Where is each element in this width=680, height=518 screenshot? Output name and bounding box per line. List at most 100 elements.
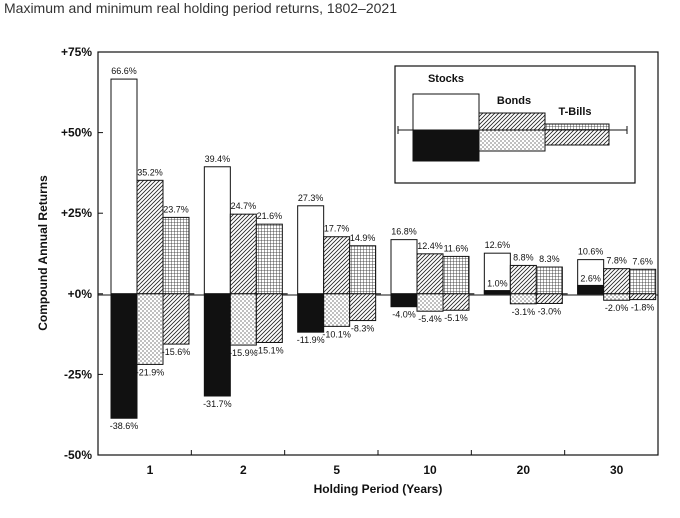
- data-label-tbills-min: -1.8%: [631, 303, 655, 313]
- legend-stocks-max-swatch: [412, 93, 480, 131]
- data-label-tbills-min: -3.0%: [538, 306, 562, 316]
- bar-stocks-min: [390, 293, 418, 308]
- bar-bonds-min: [509, 293, 537, 305]
- bar-tbills-min: [535, 293, 563, 304]
- x-axis-label: Holding Period (Years): [314, 482, 443, 496]
- data-label-stocks-max: 39.4%: [205, 154, 231, 164]
- x-tick-label: 2: [240, 463, 247, 477]
- bar-bonds-max: [509, 264, 537, 295]
- x-axis-ticks: 1 2 5 10 20 30: [147, 293, 624, 477]
- bar-stocks-min: [203, 293, 231, 397]
- x-tick-label: 10: [423, 463, 437, 477]
- data-label-bonds-min: -3.1%: [512, 307, 536, 317]
- data-label-bonds-max: 12.4%: [417, 241, 443, 251]
- data-label-bonds-min: -15.9%: [229, 348, 258, 358]
- legend: Stocks Bonds T-Bills: [394, 65, 636, 184]
- legend-label-bonds: Bonds: [497, 95, 531, 107]
- data-label-stocks-min: -4.0%: [392, 310, 416, 320]
- data-label-stocks-min: -11.9%: [297, 335, 325, 345]
- bar-stocks-min: [110, 293, 138, 419]
- y-tick-label: +0%: [68, 287, 93, 301]
- bar-bonds-min: [136, 293, 164, 365]
- bar-bonds-max: [323, 236, 351, 295]
- bar-stocks-min: [483, 290, 511, 295]
- data-label-stocks-min: -31.7%: [203, 399, 232, 409]
- chart-title: Maximum and minimum real holding period …: [4, 0, 397, 16]
- data-label-tbills-max: 14.9%: [350, 233, 376, 243]
- bar-stocks-max: [110, 78, 138, 295]
- bar-bonds-min: [416, 293, 444, 312]
- data-label-stocks-min: 2.6%: [580, 273, 601, 283]
- bars: [110, 78, 657, 419]
- data-label-bonds-max: 35.2%: [137, 167, 163, 177]
- bar-tbills-min: [255, 293, 283, 343]
- data-label-bonds-max: 7.8%: [606, 256, 627, 266]
- legend-stocks-min-swatch: [412, 129, 480, 162]
- bar-stocks-min: [577, 284, 605, 295]
- bar-tbills-max: [255, 223, 283, 295]
- legend-tbills-min-swatch: [544, 129, 610, 146]
- bar-bonds-min: [603, 293, 631, 301]
- bar-tbills-min: [629, 293, 657, 301]
- data-label-tbills-max: 8.3%: [539, 254, 560, 264]
- legend-tbills-max-swatch: [544, 123, 610, 131]
- data-label-stocks-max: 12.6%: [485, 240, 511, 250]
- y-tick-label: +50%: [61, 126, 92, 140]
- data-label-bonds-min: -2.0%: [605, 303, 629, 313]
- legend-label-stocks: Stocks: [428, 73, 464, 85]
- bar-tbills-min: [349, 293, 377, 322]
- y-axis-ticks: +75% +50% +25% +0% -25% -50%: [61, 45, 103, 462]
- data-label-tbills-min: -15.1%: [255, 345, 284, 355]
- bar-stocks-max: [203, 166, 231, 295]
- y-tick-label: -50%: [64, 448, 92, 462]
- data-label-bonds-max: 24.7%: [231, 201, 257, 211]
- x-tick-label: 20: [517, 463, 531, 477]
- y-axis-label: Compound Annual Returns: [36, 175, 50, 331]
- y-tick-label: +25%: [61, 206, 92, 220]
- data-label-bonds-min: -10.1%: [322, 329, 351, 339]
- bar-tbills-max: [349, 245, 377, 295]
- y-tick-label: +75%: [61, 45, 92, 59]
- data-label-stocks-max: 10.6%: [578, 247, 604, 257]
- data-label-bonds-min: -21.9%: [136, 367, 165, 377]
- bar-bonds-max: [416, 253, 444, 295]
- data-label-bonds-min: -5.4%: [418, 314, 442, 324]
- data-label-stocks-max: 27.3%: [298, 193, 324, 203]
- bar-stocks-max: [297, 205, 325, 295]
- data-label-stocks-max: 66.6%: [111, 66, 137, 76]
- x-tick-label: 30: [610, 463, 624, 477]
- x-tick-label: 1: [147, 463, 154, 477]
- bar-bonds-min: [229, 293, 257, 346]
- data-labels: 66.6% -38.6% 35.2% -21.9% 23.7% -15.6% 39.4% -3…: [110, 66, 655, 431]
- bar-bonds-max: [229, 213, 257, 295]
- data-label-stocks-min: 1.0%: [487, 279, 508, 289]
- data-label-stocks-max: 16.8%: [391, 227, 417, 237]
- data-label-tbills-min: -8.3%: [351, 324, 375, 334]
- data-label-tbills-max: 11.6%: [444, 243, 469, 253]
- bar-bonds-min: [323, 293, 351, 327]
- bar-tbills-min: [162, 293, 190, 345]
- bar-tbills-max: [442, 255, 470, 295]
- x-tick-label: 5: [333, 463, 340, 477]
- bar-tbills-max: [162, 216, 190, 295]
- data-label-tbills-max: 7.6%: [632, 256, 653, 266]
- bar-stocks-max: [390, 239, 418, 295]
- data-label-bonds-max: 8.8%: [513, 252, 534, 262]
- data-label-stocks-min: -38.6%: [110, 421, 139, 431]
- bar-stocks-min: [297, 293, 325, 333]
- data-label-bonds-max: 17.7%: [324, 224, 350, 234]
- data-label-tbills-min: -15.6%: [162, 347, 191, 357]
- data-label-tbills-max: 21.6%: [257, 211, 283, 221]
- legend-bonds-min-swatch: [478, 129, 546, 152]
- bar-tbills-max: [629, 268, 657, 295]
- data-label-tbills-max: 23.7%: [163, 204, 189, 214]
- bar-tbills-max: [535, 266, 563, 295]
- y-tick-label: -25%: [64, 367, 92, 381]
- legend-bonds-max-swatch: [478, 112, 546, 131]
- bar-bonds-max: [136, 179, 164, 295]
- legend-label-tbills: T-Bills: [558, 106, 591, 118]
- bar-bonds-max: [603, 268, 631, 295]
- bar-tbills-min: [442, 293, 470, 311]
- data-label-tbills-min: -5.1%: [444, 313, 468, 323]
